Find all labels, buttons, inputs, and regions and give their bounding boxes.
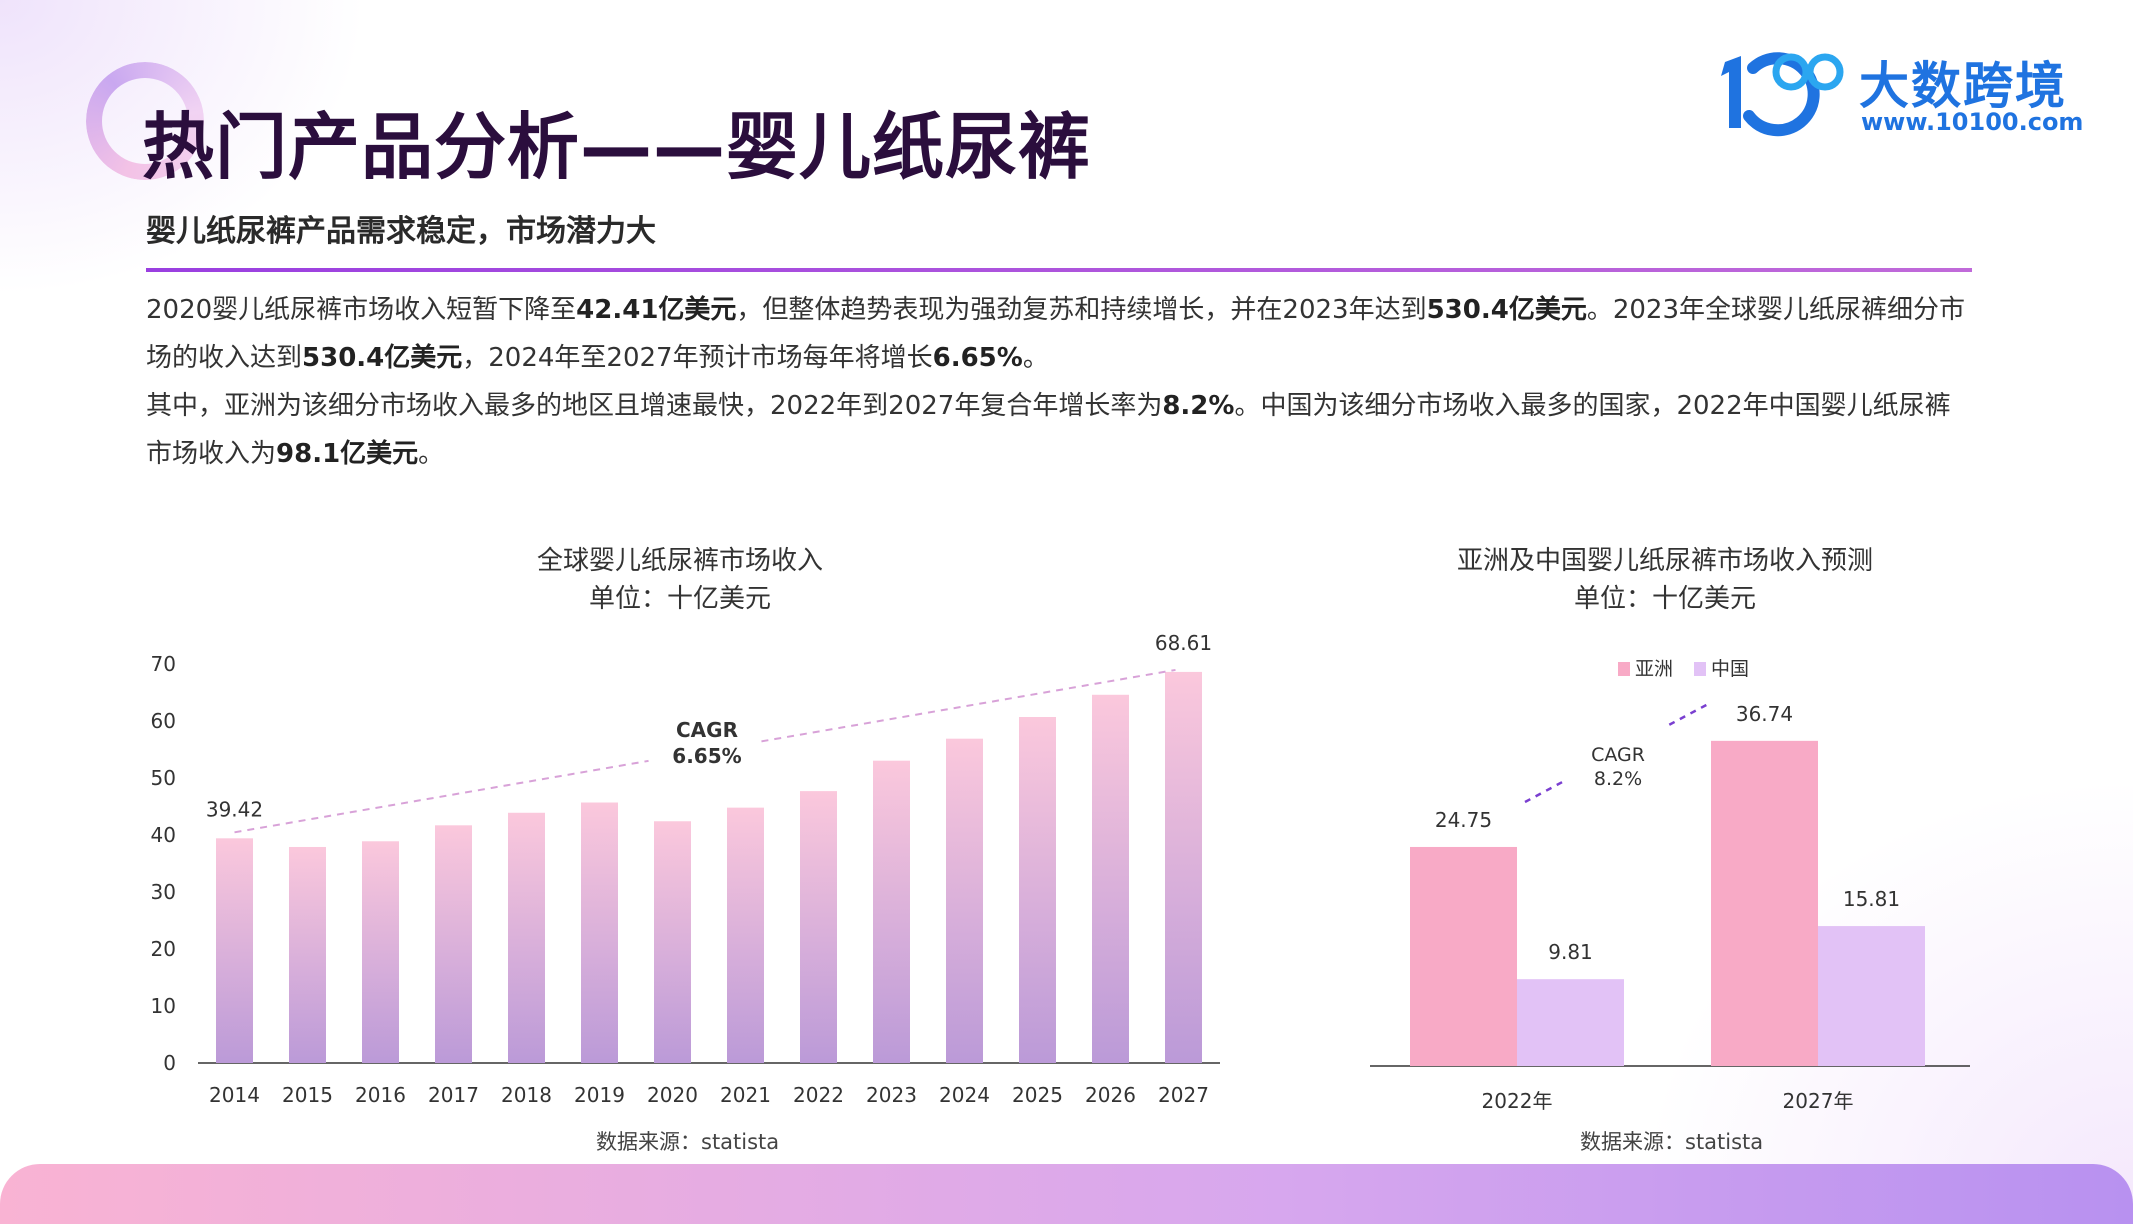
chart2-legend-swatch	[1618, 662, 1630, 676]
chart1-xtick-label: 2026	[1085, 1083, 1136, 1107]
p1-bold-2: 530.4亿美元	[1426, 295, 1587, 325]
chart1-xtick-label: 2019	[574, 1083, 625, 1107]
paragraph-1: 2020婴儿纸尿裤市场收入短暂下降至42.41亿美元，但整体趋势表现为强劲复苏和…	[146, 286, 1976, 382]
title-ring-decoration	[86, 62, 204, 180]
chart1-ytick-label: 10	[151, 994, 176, 1018]
chart1-ytick-label: 60	[151, 709, 176, 733]
logo-mark-icon	[1721, 52, 1844, 137]
chart1-xtick-label: 2018	[501, 1083, 552, 1107]
chart1-ytick-label: 40	[151, 823, 176, 847]
chart2-source: 数据来源：statista	[1580, 1130, 1764, 1154]
chart1-xtick-label: 2027	[1158, 1083, 1209, 1107]
divider	[146, 268, 1972, 272]
chart2-bar	[1711, 740, 1818, 1066]
p2-bold-1: 8.2%	[1162, 391, 1235, 421]
chart2-cagr-label: CAGR	[1591, 744, 1645, 766]
chart1-bar	[362, 841, 399, 1063]
chart1-unit: 单位：十亿美元	[588, 584, 771, 614]
logo: 大数跨境 www.10100.com	[1715, 46, 2085, 142]
p2-text-2: 。中国为该细分市场收入最多的国家，2022年中国婴儿纸尿裤市场收入为	[146, 391, 1951, 469]
chart2-data-label: 9.81	[1548, 940, 1593, 964]
chart1-xtick-label: 2023	[866, 1083, 917, 1107]
chart1-ytick-label: 50	[151, 766, 176, 790]
chart1-bar	[1165, 671, 1202, 1063]
chart1-bar	[1019, 717, 1056, 1063]
chart1-ytick-label: 0	[163, 1051, 176, 1075]
chart1-xtick-label: 2017	[428, 1083, 479, 1107]
bottom-decoration-bar	[0, 1164, 2133, 1224]
p1-text-4: ，2024年至2027年预计市场每年将增长	[462, 343, 933, 373]
chart1-xtick-label: 2020	[647, 1083, 698, 1107]
chart1-xtick-label: 2025	[1012, 1083, 1063, 1107]
chart1-data-label: 68.61	[1155, 631, 1212, 655]
paragraph-2: 其中，亚洲为该细分市场收入最多的地区且增速最快，2022年到2027年复合年增长…	[146, 382, 1976, 478]
chart1-title: 全球婴儿纸尿裤市场收入 单位：十亿美元	[480, 542, 880, 618]
chart1-bar	[289, 846, 326, 1063]
chart1-global-revenue: 0 10 20 30 40 50 60 70 2014 2015 2016 2017 2018 2019 2…	[151, 631, 1220, 1107]
chart1-bar	[1092, 694, 1129, 1063]
chart1-bar	[435, 825, 472, 1063]
chart1-bar	[800, 791, 837, 1063]
chart2-data-label: 36.74	[1736, 702, 1793, 726]
chart1-xtick-label: 2014	[209, 1083, 260, 1107]
chart1-bar	[216, 838, 253, 1063]
chart1-bar	[946, 738, 983, 1063]
chart1-xtick-label: 2016	[355, 1083, 406, 1107]
chart2-data-label: 15.81	[1843, 887, 1900, 911]
chart2-legend-swatch	[1694, 662, 1706, 676]
section-subtitle: 婴儿纸尿裤产品需求稳定，市场潜力大	[146, 214, 656, 249]
chart2-title: 亚洲及中国婴儿纸尿裤市场收入预测 单位：十亿美元	[1430, 542, 1900, 618]
p1-bold-3: 530.4亿美元	[302, 343, 463, 373]
chart1-trend-line	[234, 759, 649, 834]
p1-bold-1: 42.41亿美元	[576, 295, 737, 325]
p1-bold-4: 6.65%	[932, 343, 1023, 373]
chart1-xtick-label: 2022	[793, 1083, 844, 1107]
p2-text-3: 。	[418, 439, 445, 469]
chart2-asia-china-forecast: 亚洲 中国 24.75 9.81 2022年 36.74 15.81 2027年 CAGR8.2…	[1370, 658, 1970, 1110]
p1-text-1: 2020婴儿纸尿裤市场收入短暂下降至	[146, 295, 577, 325]
p1-text-3: 。2023年全球婴儿纸尿裤细分市场的收入达到	[146, 295, 1966, 373]
chart1-data-label: 39.42	[206, 797, 263, 821]
chart2-legend-label: 中国	[1711, 658, 1749, 680]
p1-text-2: ，但整体趋势表现为强劲复苏和持续增长，并在2023年达到	[736, 295, 1427, 325]
chart1-trend-line	[761, 668, 1176, 743]
logo-brand: 大数跨境	[1859, 57, 2067, 115]
chart1-cagr-label: CAGR	[676, 718, 738, 742]
chart1-bar	[873, 760, 910, 1063]
chart1-ytick-label: 30	[151, 880, 176, 904]
chart2-cagr-value: 8.2%	[1594, 768, 1642, 790]
chart1-title-text: 全球婴儿纸尿裤市场收入	[536, 546, 823, 576]
chart2-xtick-label: 2027年	[1783, 1089, 1854, 1110]
p2-bold-2: 98.1亿美元	[276, 439, 419, 469]
chart1-xtick-label: 2021	[720, 1083, 771, 1107]
chart1-ytick-label: 70	[151, 652, 176, 676]
p1-text-5: 。	[1022, 343, 1049, 373]
chart2-bar	[1517, 979, 1624, 1066]
chart2-title-text: 亚洲及中国婴儿纸尿裤市场收入预测	[1456, 546, 1873, 576]
chart1-bar	[727, 807, 764, 1063]
chart1-cagr-value: 6.65%	[672, 744, 741, 768]
chart2-trend-line	[1524, 779, 1567, 804]
chart2-legend-label: 亚洲	[1635, 658, 1673, 680]
page-title: 热门产品分析——婴儿纸尿裤	[142, 105, 1092, 189]
chart2-bar	[1410, 846, 1517, 1066]
logo-url: www.10100.com	[1861, 108, 2084, 136]
chart1-bar	[581, 802, 618, 1063]
chart1-source: 数据来源：statista	[596, 1130, 780, 1154]
chart1-ytick-label: 20	[151, 937, 176, 961]
chart2-trend-line	[1668, 701, 1711, 726]
chart1-bar	[508, 812, 545, 1063]
chart2-unit: 单位：十亿美元	[1573, 584, 1756, 614]
chart1-xtick-label: 2015	[282, 1083, 333, 1107]
chart1-bar	[654, 821, 691, 1063]
chart2-bar	[1818, 926, 1925, 1066]
chart2-data-label: 24.75	[1435, 808, 1492, 832]
p2-text-1: 其中，亚洲为该细分市场收入最多的地区且增速最快，2022年到2027年复合年增长…	[146, 391, 1163, 421]
chart2-xtick-label: 2022年	[1482, 1089, 1553, 1110]
chart1-xtick-label: 2024	[939, 1083, 990, 1107]
